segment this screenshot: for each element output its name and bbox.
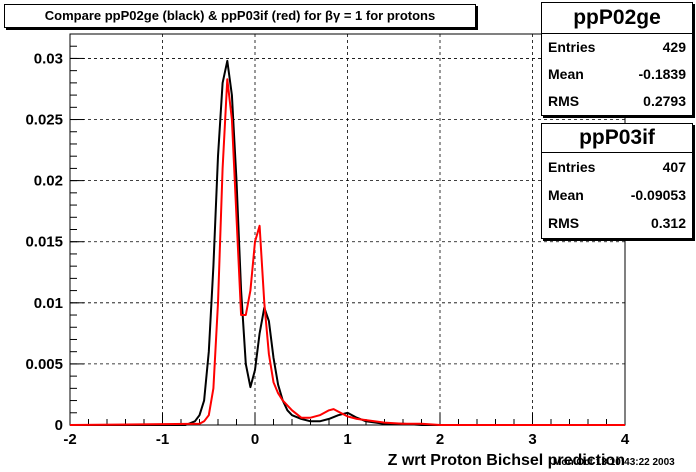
x-tick-label: 0 <box>251 431 259 448</box>
series-line-ppP02ge <box>70 59 625 426</box>
stats-label: Entries <box>548 39 596 55</box>
stats-label: RMS <box>548 93 580 109</box>
stats-box-ppP03if: ppP03if Entries 407 Mean -0.09053 RMS 0.… <box>541 123 693 239</box>
chart-title-box: Compare ppP02ge (black) & ppP03if (red) … <box>4 4 476 28</box>
x-tick-label: -2 <box>63 431 76 448</box>
stats-value: 0.312 <box>650 215 686 231</box>
timestamp: Mon Oct 13 10:43:22 2003 <box>553 457 675 468</box>
stats-value: -0.09053 <box>630 187 686 203</box>
x-tick-label: 2 <box>436 431 444 448</box>
stats-label: Mean <box>548 187 584 203</box>
stats-label: Mean <box>548 66 584 82</box>
x-axis-label: Z wrt Proton Bichsel prediction <box>388 452 625 469</box>
y-tick-label: 0.03 <box>34 50 63 67</box>
x-tick-label: 1 <box>343 431 351 448</box>
x-tick-label: -1 <box>156 431 169 448</box>
stats-value: -0.1839 <box>638 66 686 82</box>
x-tick-label: 3 <box>528 431 536 448</box>
chart-title: Compare ppP02ge (black) & ppP03if (red) … <box>44 8 436 23</box>
y-tick-label: 0.005 <box>25 356 63 373</box>
stats-row-mean: Mean -0.1839 <box>542 61 692 88</box>
stats-row-entries: Entries 407 <box>542 153 692 181</box>
stats-label: Entries <box>548 159 596 175</box>
series-line-ppP03if <box>69 78 625 426</box>
stats-row-rms: RMS 0.312 <box>542 209 692 237</box>
stats-value: 0.2793 <box>643 93 686 109</box>
y-tick-label: 0.015 <box>25 234 63 251</box>
y-tick-label: 0.02 <box>34 173 63 190</box>
stats-value: 407 <box>662 159 686 175</box>
stats-name: ppP02ge <box>542 3 692 34</box>
stats-value: 429 <box>662 39 686 55</box>
stats-row-mean: Mean -0.09053 <box>542 181 692 209</box>
stats-name: ppP03if <box>542 124 692 153</box>
y-tick-label: 0.01 <box>34 295 63 312</box>
stats-label: RMS <box>548 215 580 231</box>
stats-row-entries: Entries 429 <box>542 34 692 61</box>
stats-row-rms: RMS 0.2793 <box>542 88 692 115</box>
y-tick-label: 0.025 <box>25 112 63 129</box>
x-tick-label: 4 <box>621 431 630 448</box>
y-tick-label: 0 <box>55 417 63 434</box>
stats-box-ppP02ge: ppP02ge Entries 429 Mean -0.1839 RMS 0.2… <box>541 2 693 116</box>
